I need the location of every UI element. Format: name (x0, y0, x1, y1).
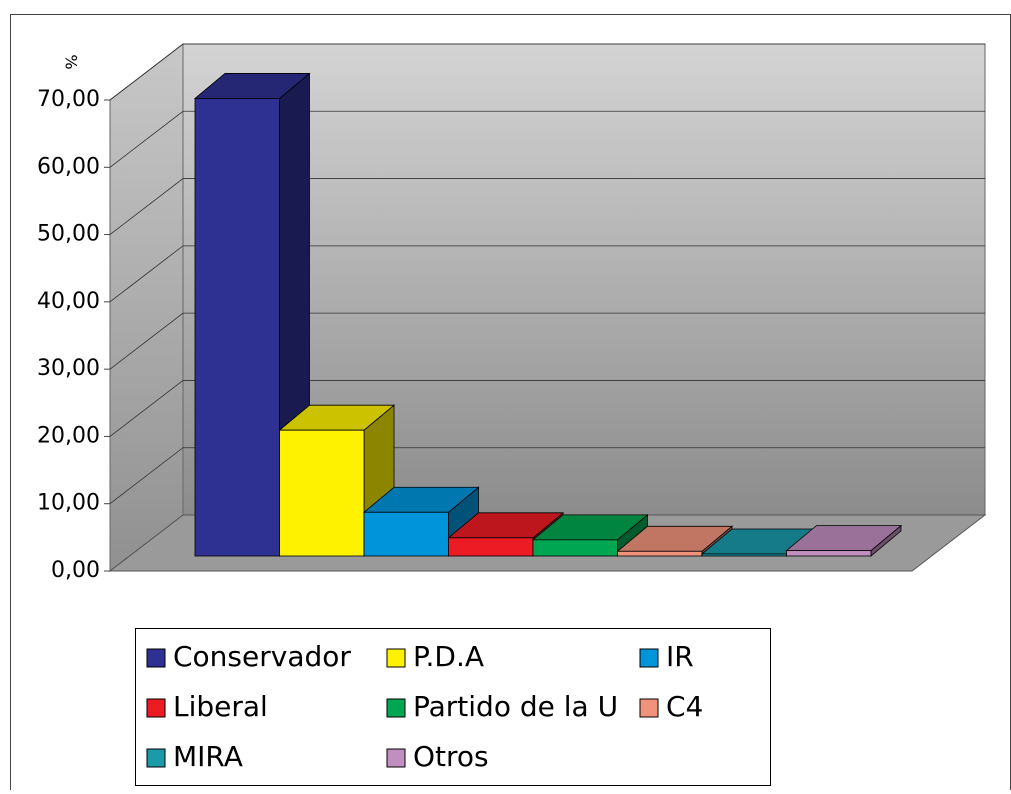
bar (448, 537, 534, 557)
side-wall (109, 42, 184, 573)
legend-label: P.D.A (413, 640, 484, 673)
bar (701, 553, 787, 557)
y-tick-label: 10,00 (37, 491, 100, 516)
legend-label: Partido de la U (413, 690, 618, 723)
legend-swatch (639, 698, 659, 718)
legend-swatch (639, 648, 659, 668)
legend-label: MIRA (173, 740, 243, 773)
grid-line (109, 380, 985, 437)
legend-label: Otros (413, 740, 489, 773)
y-tick-label: 60,00 (37, 154, 100, 179)
y-tick-label: 40,00 (37, 289, 100, 314)
legend-swatch (146, 648, 166, 668)
legend-label: C4 (666, 690, 703, 723)
legend-label: Conservador (173, 640, 351, 673)
bar (194, 98, 280, 557)
legend-label: IR (666, 640, 694, 673)
bar (532, 539, 618, 557)
grid-line (109, 43, 985, 101)
grid-line (109, 312, 985, 370)
bar (617, 550, 703, 557)
grid-line (109, 447, 985, 505)
grid-line (109, 110, 985, 168)
legend-swatch (146, 698, 166, 718)
legend-swatch (386, 748, 406, 768)
legend-label: Liberal (173, 690, 268, 723)
y-tick-label: 70,00 (37, 87, 100, 112)
y-axis-label: % (62, 54, 81, 69)
bar (786, 550, 872, 557)
y-tick-label: 50,00 (37, 222, 100, 247)
y-tick-label: 20,00 (37, 423, 100, 448)
y-tick-label: 30,00 (37, 356, 100, 381)
legend-swatch (146, 748, 166, 768)
legend-swatch (386, 698, 406, 718)
bar (279, 429, 365, 557)
grid-line (109, 178, 985, 235)
legend-swatch (386, 648, 406, 668)
y-tick-label: 0,00 (51, 558, 100, 583)
legend (135, 628, 771, 786)
bar (363, 511, 449, 557)
grid-line (109, 245, 985, 303)
